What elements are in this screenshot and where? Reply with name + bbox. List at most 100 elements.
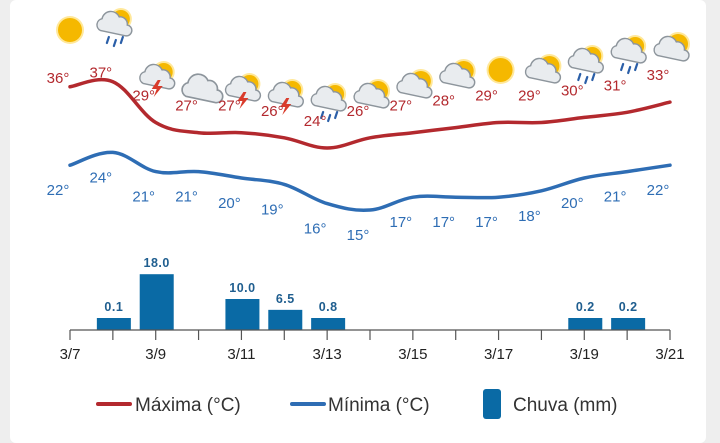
rain-value-label: 0.1 bbox=[104, 300, 123, 314]
min-temp-label: 22° bbox=[647, 182, 670, 199]
thunderstorm-icon bbox=[139, 61, 176, 97]
min-temp-label: 17° bbox=[432, 214, 455, 231]
rain-value-label: 6.5 bbox=[276, 292, 295, 306]
cloud-body bbox=[396, 72, 433, 99]
rain-drop bbox=[620, 62, 625, 72]
lightning-bolt bbox=[237, 92, 249, 109]
max-temp-label: 29° bbox=[518, 88, 541, 105]
cloud-body bbox=[567, 47, 604, 74]
cloud-shape bbox=[139, 63, 176, 90]
cloud-shape bbox=[439, 62, 476, 89]
cloudy-icon bbox=[181, 73, 224, 104]
rain-bar bbox=[225, 299, 260, 330]
forecast-chart: 36° 37° 29° 27° 27° 26° 24° 26° 27° 28° 29° 29° 30° 3… bbox=[47, 8, 690, 419]
max-temp-label: 33° bbox=[647, 67, 670, 84]
partly-cloudy-icon bbox=[524, 54, 562, 84]
rain-bar bbox=[311, 318, 346, 330]
x-tick-label: 3/19 bbox=[570, 346, 599, 363]
legend-rain-label: Chuva (mm) bbox=[513, 395, 618, 416]
min-temp-label: 17° bbox=[475, 214, 498, 231]
partly-cloudy-icon bbox=[653, 32, 690, 62]
sun-disc bbox=[58, 18, 82, 42]
temperature-labels: 36° 37° 29° 27° 27° 26° 24° 26° 27° 28° 29° 29° 30° 3… bbox=[47, 65, 670, 244]
rain-bar bbox=[139, 274, 174, 330]
min-temp-label: 21° bbox=[604, 189, 627, 206]
min-temp-label: 19° bbox=[261, 201, 284, 218]
cloud-shape bbox=[310, 85, 347, 112]
rain-value-label: 10.0 bbox=[229, 281, 255, 295]
max-temp-label: 26° bbox=[347, 103, 370, 120]
max-temp-label: 27° bbox=[175, 98, 198, 115]
max-temp-label: 27° bbox=[390, 98, 413, 115]
rain-drop bbox=[112, 38, 117, 48]
max-temp-label: 29° bbox=[475, 88, 498, 105]
rain-value-label: 0.8 bbox=[319, 300, 338, 314]
min-temp-label: 21° bbox=[132, 189, 155, 206]
max-temp-label: 28° bbox=[432, 93, 455, 110]
min-temp-label: 21° bbox=[175, 189, 198, 206]
cloud-shape bbox=[224, 75, 262, 102]
min-temp-label: 18° bbox=[518, 208, 541, 225]
rain-drop bbox=[119, 35, 124, 45]
min-temp-label: 20° bbox=[218, 195, 241, 212]
cloud-body bbox=[139, 63, 176, 90]
sunny-icon bbox=[56, 16, 84, 44]
x-tick-label: 3/9 bbox=[145, 346, 166, 363]
cloud-body bbox=[353, 82, 390, 109]
rain-value-label: 0.2 bbox=[576, 300, 595, 314]
legend: Máxima (°C) Mínima (°C) Chuva (mm) bbox=[96, 389, 618, 419]
thunderstorm-icon bbox=[224, 73, 262, 109]
cloud-shape bbox=[610, 37, 647, 64]
max-temp-label: 31° bbox=[604, 77, 627, 94]
x-tick-label: 3/11 bbox=[227, 346, 255, 363]
rain-bar bbox=[568, 318, 603, 330]
rain-icon bbox=[310, 83, 347, 123]
rain-bar bbox=[611, 318, 646, 330]
min-temp-label: 15° bbox=[347, 227, 370, 244]
rain-bar bbox=[96, 318, 131, 330]
rain-icon bbox=[567, 45, 604, 85]
cloud-body bbox=[524, 57, 562, 84]
rain-bar bbox=[268, 309, 303, 330]
partly-cloudy-icon bbox=[439, 59, 476, 89]
max-temp-label: 27° bbox=[218, 98, 241, 115]
sun-disc bbox=[488, 58, 513, 82]
rain-drop bbox=[320, 110, 325, 120]
max-temp-line bbox=[68, 77, 672, 150]
cloud-shape bbox=[181, 73, 224, 104]
weather-icons bbox=[56, 8, 690, 123]
max-temp-label: 36° bbox=[47, 70, 70, 87]
cloud-shape bbox=[524, 57, 562, 84]
cloud-body bbox=[439, 62, 476, 89]
x-tick-label: 3/13 bbox=[313, 346, 342, 363]
weather-forecast-card: 36° 37° 29° 27° 27° 26° 24° 26° 27° 28° 29° 29° 30° 3… bbox=[10, 0, 706, 443]
x-tick-label: 3/15 bbox=[398, 346, 427, 363]
cloud-body bbox=[181, 73, 224, 104]
rain-drop bbox=[584, 75, 589, 85]
x-tick-label: 3/21 bbox=[655, 346, 684, 363]
cloud-shape bbox=[353, 82, 390, 109]
max-temp-label: 30° bbox=[561, 82, 584, 99]
cloud-shape bbox=[267, 81, 304, 108]
max-temp-label: 37° bbox=[90, 65, 113, 82]
rain-drop bbox=[634, 62, 639, 72]
min-temp-label: 20° bbox=[561, 195, 584, 212]
rain-bars: 0.1 18.0 10.0 6.5 0.8 0.2 0.2 bbox=[96, 256, 646, 330]
rain-value-label: 0.2 bbox=[619, 300, 638, 314]
lightning-bolt bbox=[280, 98, 292, 115]
cloud-body bbox=[267, 81, 304, 108]
max-temp-label: 24° bbox=[304, 113, 327, 130]
cloud-shape bbox=[653, 35, 690, 62]
rain-drop bbox=[105, 35, 110, 45]
cloud-body bbox=[224, 75, 262, 102]
legend-min-label: Mínima (°C) bbox=[328, 395, 430, 416]
min-temp-label: 17° bbox=[390, 214, 413, 231]
cloud-body bbox=[96, 10, 133, 37]
x-tick-label: 3/7 bbox=[60, 346, 81, 363]
sunny-icon bbox=[486, 56, 515, 84]
cloud-shape bbox=[567, 47, 604, 74]
cloud-body bbox=[610, 37, 647, 64]
thunderstorm-icon bbox=[267, 79, 304, 115]
rain-value-label: 18.0 bbox=[144, 256, 170, 270]
lightning-bolt bbox=[151, 80, 163, 97]
